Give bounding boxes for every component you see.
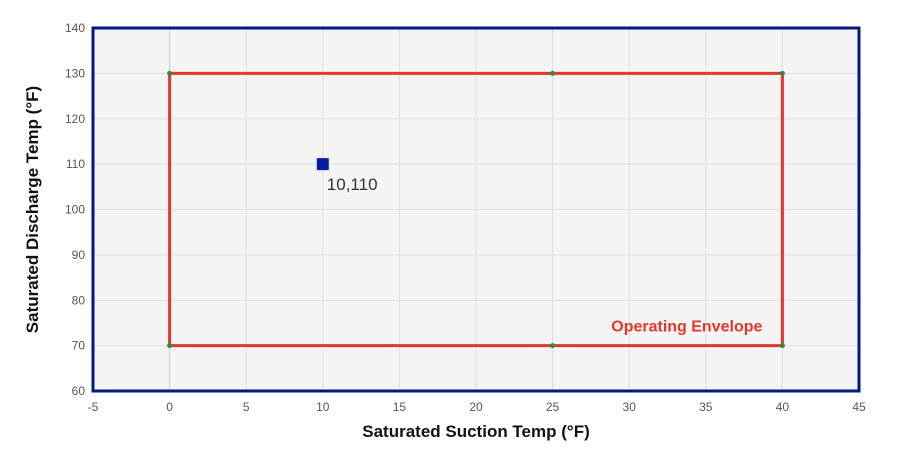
- envelope-label: Operating Envelope: [611, 319, 762, 336]
- operating-point-marker: [316, 158, 329, 171]
- y-tick-label: 140: [65, 21, 85, 35]
- x-tick-label: 0: [166, 400, 173, 414]
- envelope-vertex: [550, 70, 556, 76]
- operating-point-group: 10,110: [316, 158, 378, 194]
- envelope-vertex: [779, 70, 785, 76]
- y-axis-ticks: 60 70 80 90 100 110 120 130 140: [65, 21, 85, 398]
- y-tick-label: 80: [72, 293, 86, 307]
- x-tick-label: 40: [776, 400, 790, 414]
- envelope-vertex: [550, 343, 556, 349]
- x-axis-ticks: -5 0 5 10 15 20 25 30 35 40 45: [88, 400, 866, 414]
- y-tick-label: 110: [66, 157, 85, 171]
- operating-point-label: 10,110: [327, 175, 378, 194]
- y-tick-label: 70: [72, 339, 86, 353]
- y-axis-title: Saturated Discharge Temp (°F): [23, 86, 42, 333]
- x-tick-label: 30: [623, 400, 637, 414]
- envelope-vertex: [779, 343, 785, 349]
- y-tick-label: 120: [65, 112, 85, 126]
- y-tick-label: 90: [72, 248, 86, 262]
- x-tick-label: 45: [852, 400, 866, 414]
- x-tick-label: 25: [546, 400, 560, 414]
- plot-border: [91, 26, 861, 393]
- y-tick-label: 130: [65, 66, 85, 80]
- envelope-vertex: [167, 343, 173, 349]
- x-tick-label: 10: [316, 400, 330, 414]
- x-axis-title: Saturated Suction Temp (°F): [362, 422, 590, 441]
- x-tick-label: 5: [243, 400, 250, 414]
- envelope-vertex: [167, 70, 173, 76]
- x-tick-label: 15: [393, 400, 407, 414]
- x-tick-label: -5: [88, 400, 99, 414]
- x-tick-label: 35: [699, 400, 713, 414]
- y-tick-label: 100: [65, 203, 85, 217]
- y-tick-label: 60: [72, 384, 86, 398]
- x-tick-label: 20: [469, 400, 483, 414]
- operating-envelope: [167, 70, 785, 349]
